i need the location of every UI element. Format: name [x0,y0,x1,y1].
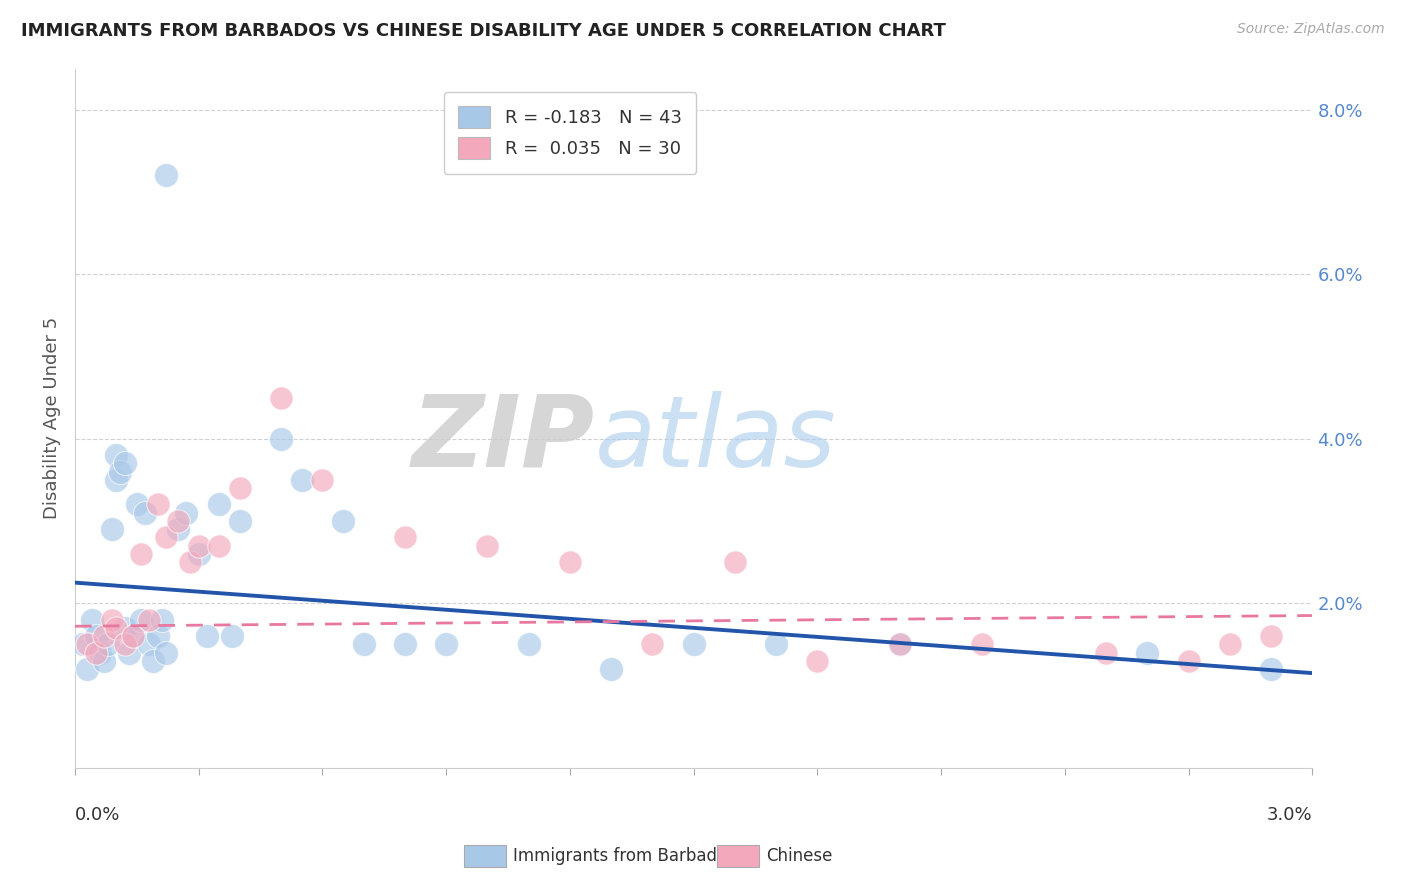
Point [129,613,152,627]
Point [517,637,540,651]
Point [229,514,252,528]
Point [394,530,416,544]
Point [110,465,132,479]
Point [1219,637,1241,651]
Point [114,637,136,651]
Point [105,448,128,462]
Point [221,629,243,643]
Point [270,432,292,446]
Point [138,613,160,627]
Point [765,637,787,651]
Point [80,613,103,627]
Point [138,637,160,651]
Point [176,506,198,520]
Text: 0.0%: 0.0% [75,806,121,824]
Point [121,629,143,643]
Point [76,637,98,651]
Point [353,637,375,651]
Point [101,522,124,536]
Point [724,555,747,569]
Point [76,662,98,676]
Point [1177,654,1199,668]
Point [155,646,177,660]
Point [311,473,333,487]
Point [229,481,252,495]
Text: 3.0%: 3.0% [1267,806,1312,824]
Point [1136,646,1159,660]
Point [641,637,664,651]
Point [187,539,209,553]
Point [142,654,165,668]
Legend: R = -0.183   N = 43, R =  0.035   N = 30: R = -0.183 N = 43, R = 0.035 N = 30 [443,92,696,174]
Point [332,514,354,528]
Point [972,637,994,651]
Point [105,473,128,487]
Point [114,621,136,635]
Point [84,629,107,643]
Point [117,646,139,660]
Point [208,539,231,553]
Point [187,547,209,561]
Text: atlas: atlas [595,391,837,488]
Text: Source: ZipAtlas.com: Source: ZipAtlas.com [1237,22,1385,37]
Point [167,514,190,528]
Point [93,629,115,643]
Point [394,637,416,651]
Point [84,646,107,660]
Point [195,629,218,643]
Text: ZIP: ZIP [412,391,595,488]
Text: IMMIGRANTS FROM BARBADOS VS CHINESE DISABILITY AGE UNDER 5 CORRELATION CHART: IMMIGRANTS FROM BARBADOS VS CHINESE DISA… [21,22,946,40]
Point [600,662,623,676]
Point [121,629,143,643]
Text: Immigrants from Barbados: Immigrants from Barbados [513,847,737,865]
Point [682,637,704,651]
Point [179,555,201,569]
Point [477,539,499,553]
Point [558,555,581,569]
Point [72,637,94,651]
Point [155,169,177,183]
Point [89,646,111,660]
Point [146,629,169,643]
Text: Chinese: Chinese [766,847,832,865]
Point [97,637,120,651]
Point [105,621,128,635]
Point [114,456,136,470]
Point [146,498,169,512]
Point [1260,662,1282,676]
Point [155,530,177,544]
Point [93,654,115,668]
Point [1095,646,1118,660]
Point [150,613,173,627]
Point [889,637,911,651]
Point [270,391,292,405]
Point [889,637,911,651]
Point [806,654,828,668]
Point [129,547,152,561]
Point [167,522,190,536]
Point [291,473,314,487]
Point [125,498,148,512]
Point [101,613,124,627]
Point [434,637,457,651]
Point [208,498,231,512]
Point [1260,629,1282,643]
Point [134,506,156,520]
Y-axis label: Disability Age Under 5: Disability Age Under 5 [44,317,60,519]
